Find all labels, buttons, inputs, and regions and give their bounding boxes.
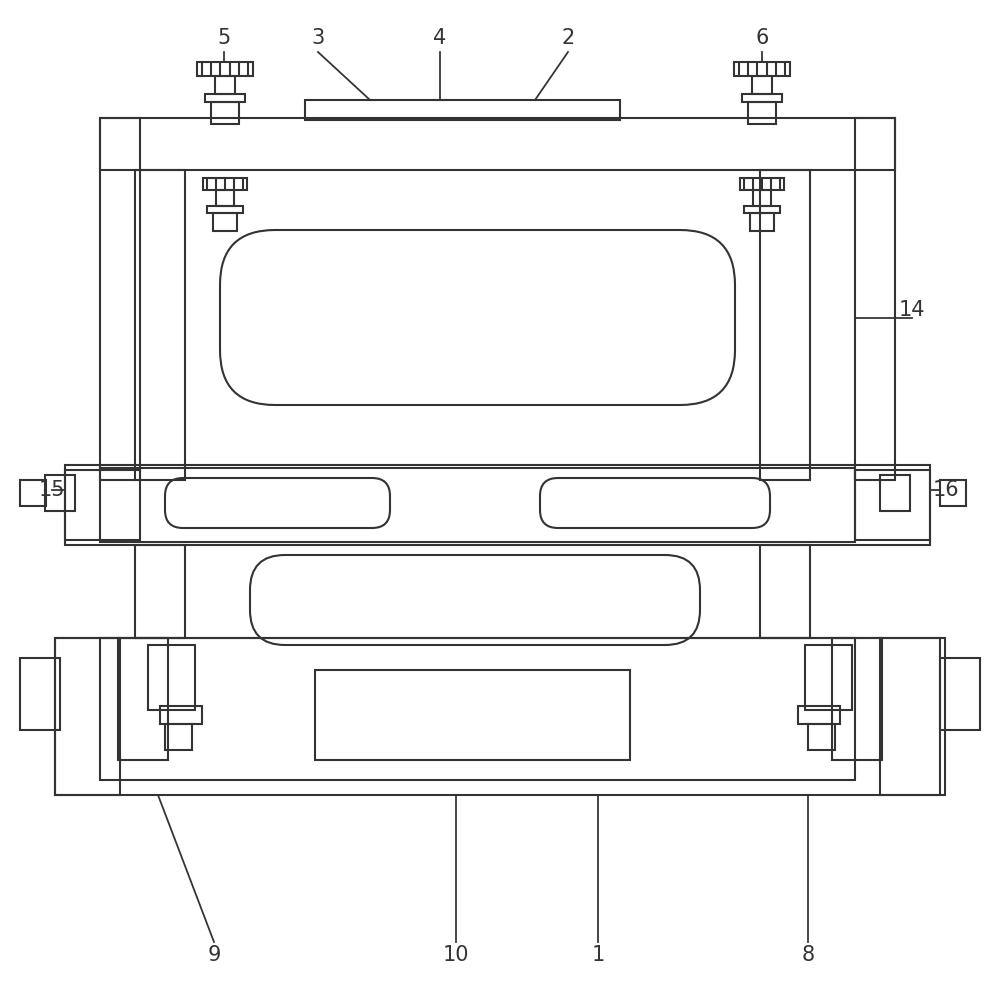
Text: 1: 1 [591, 945, 605, 965]
Bar [213, 213, 237, 231]
Bar [740, 178, 784, 190]
Text: 10: 10 [443, 945, 469, 965]
Bar [805, 645, 852, 710]
Text: 3: 3 [311, 28, 325, 48]
Bar [315, 670, 630, 760]
Text: 5: 5 [217, 28, 231, 48]
Bar [855, 118, 895, 480]
Bar [135, 170, 185, 480]
Bar [832, 638, 882, 760]
Bar [100, 118, 140, 480]
Bar [100, 468, 855, 542]
Bar [65, 470, 140, 540]
Bar [118, 638, 168, 760]
Bar [165, 724, 192, 750]
Bar [20, 658, 60, 730]
Bar [760, 545, 810, 638]
Bar [205, 94, 245, 102]
Text: 6: 6 [755, 28, 769, 48]
Bar [197, 62, 253, 76]
Bar [734, 62, 790, 76]
Bar [203, 178, 247, 190]
Bar [750, 213, 774, 231]
Text: 16: 16 [933, 480, 959, 500]
Text: 14: 14 [899, 300, 925, 320]
Text: 8: 8 [801, 945, 815, 965]
Bar [940, 658, 980, 730]
Bar [65, 465, 930, 545]
Text: 2: 2 [561, 28, 575, 48]
Bar [305, 100, 620, 120]
Bar [748, 102, 776, 124]
Bar [798, 706, 840, 724]
Bar [880, 638, 945, 795]
Bar [880, 475, 910, 511]
Bar [160, 706, 202, 724]
Text: 4: 4 [433, 28, 447, 48]
Bar [211, 102, 239, 124]
Bar [100, 118, 895, 170]
Bar [742, 94, 782, 102]
Bar [135, 545, 185, 638]
Bar [45, 475, 75, 511]
Bar [752, 76, 772, 94]
Bar [100, 638, 855, 780]
Bar [940, 480, 966, 506]
Bar [20, 480, 46, 506]
Text: 9: 9 [207, 945, 221, 965]
Bar [855, 470, 930, 540]
Bar [760, 170, 810, 480]
Bar [753, 190, 771, 206]
Bar [207, 206, 243, 213]
Bar [808, 724, 835, 750]
Bar [216, 190, 234, 206]
Bar [744, 206, 780, 213]
Bar [215, 76, 235, 94]
Bar [55, 638, 120, 795]
Text: 15: 15 [39, 480, 65, 500]
Bar [148, 645, 195, 710]
Bar [55, 638, 940, 795]
